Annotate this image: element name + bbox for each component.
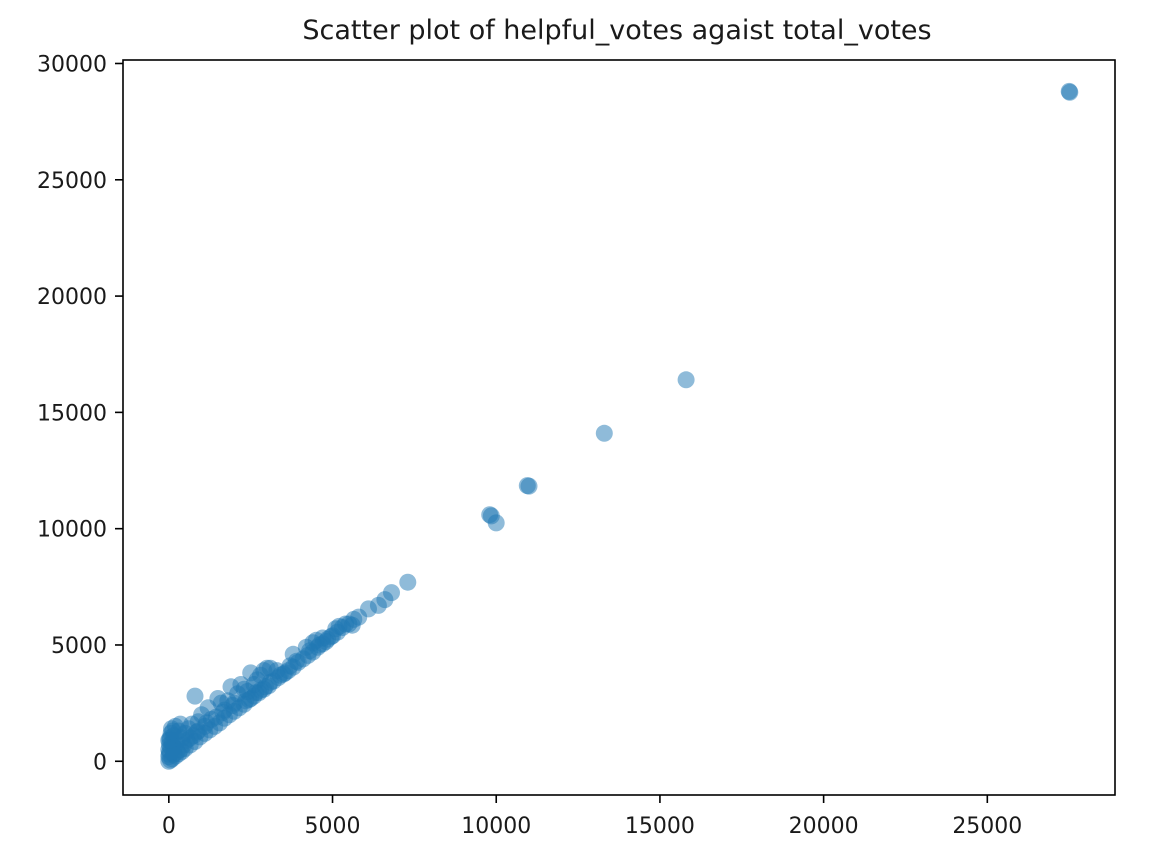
data-point <box>399 573 417 591</box>
y-tick-label: 10000 <box>37 518 107 543</box>
y-axis-ticks: 0 5000 10000 15000 20000 25000 30000 <box>37 52 123 775</box>
data-point <box>677 371 695 389</box>
data-point <box>337 615 355 633</box>
data-point <box>1061 83 1079 101</box>
x-tick-label: 10000 <box>461 814 531 839</box>
data-point <box>186 687 204 705</box>
y-tick-label: 15000 <box>37 401 107 426</box>
x-tick-label: 15000 <box>625 814 695 839</box>
data-point <box>520 477 538 495</box>
x-tick-label: 20000 <box>789 814 859 839</box>
x-tick-label: 0 <box>162 814 176 839</box>
data-point <box>268 662 286 680</box>
data-point <box>284 645 302 663</box>
points-layer <box>160 82 1079 770</box>
data-point <box>181 729 199 747</box>
y-tick-label: 0 <box>93 750 107 775</box>
y-tick-label: 5000 <box>51 634 107 659</box>
x-axis-ticks: 0 5000 10000 15000 20000 25000 <box>162 795 1022 839</box>
data-point <box>487 514 505 532</box>
data-point <box>161 731 179 749</box>
y-tick-label: 30000 <box>37 52 107 77</box>
data-point <box>235 680 253 698</box>
data-point <box>222 678 240 696</box>
chart-title: Scatter plot of helpful_votes agaist tot… <box>302 15 931 46</box>
x-tick-label: 5000 <box>305 814 361 839</box>
x-tick-label: 25000 <box>952 814 1022 839</box>
data-point <box>595 424 613 442</box>
data-point <box>317 633 335 650</box>
y-tick-label: 20000 <box>37 285 107 310</box>
y-tick-label: 25000 <box>37 169 107 194</box>
plot-area-frame <box>122 59 1116 796</box>
